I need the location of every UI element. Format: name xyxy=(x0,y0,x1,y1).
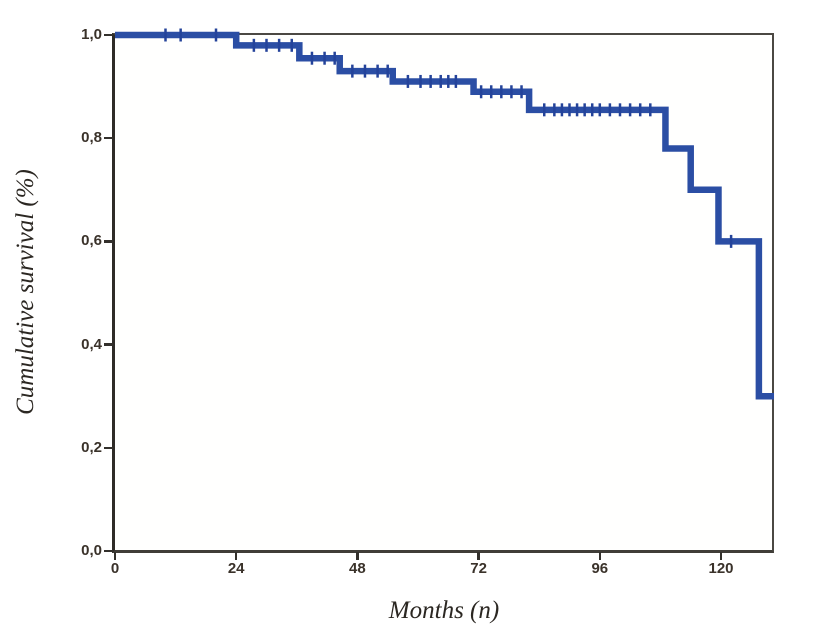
x-tick-label: 24 xyxy=(227,560,245,577)
y-tick-mark xyxy=(104,549,113,553)
y-tick-label: 0,8 xyxy=(81,129,102,147)
x-tick-label: 96 xyxy=(591,560,609,577)
x-tick-mark xyxy=(598,552,602,560)
plot-area xyxy=(112,33,774,553)
y-tick-mark xyxy=(104,446,113,450)
y-tick-label: 0,4 xyxy=(81,335,102,353)
y-tick-label: 0,2 xyxy=(81,438,102,456)
x-tick-label: 72 xyxy=(470,560,487,577)
y-tick-label: 0,6 xyxy=(81,232,102,250)
y-tick-mark xyxy=(104,136,113,140)
x-tick-mark xyxy=(113,552,117,560)
x-tick-label: 120 xyxy=(708,560,734,577)
y-tick-mark xyxy=(104,240,113,243)
x-tick-mark xyxy=(477,552,480,560)
y-tick-mark xyxy=(104,33,113,37)
x-tick-mark xyxy=(234,552,238,560)
y-tick-label: 0,0 xyxy=(81,542,102,559)
y-tick-mark xyxy=(104,343,113,346)
x-tick-label: 48 xyxy=(349,560,366,577)
x-tick-label: 0 xyxy=(110,560,120,577)
y-axis-title: Cumulative survival (%) xyxy=(12,169,39,415)
x-axis-title: Months (n) xyxy=(388,597,500,624)
x-tick-mark xyxy=(356,552,359,560)
y-tick-label: 1,0 xyxy=(81,26,102,43)
x-tick-mark xyxy=(719,552,723,560)
